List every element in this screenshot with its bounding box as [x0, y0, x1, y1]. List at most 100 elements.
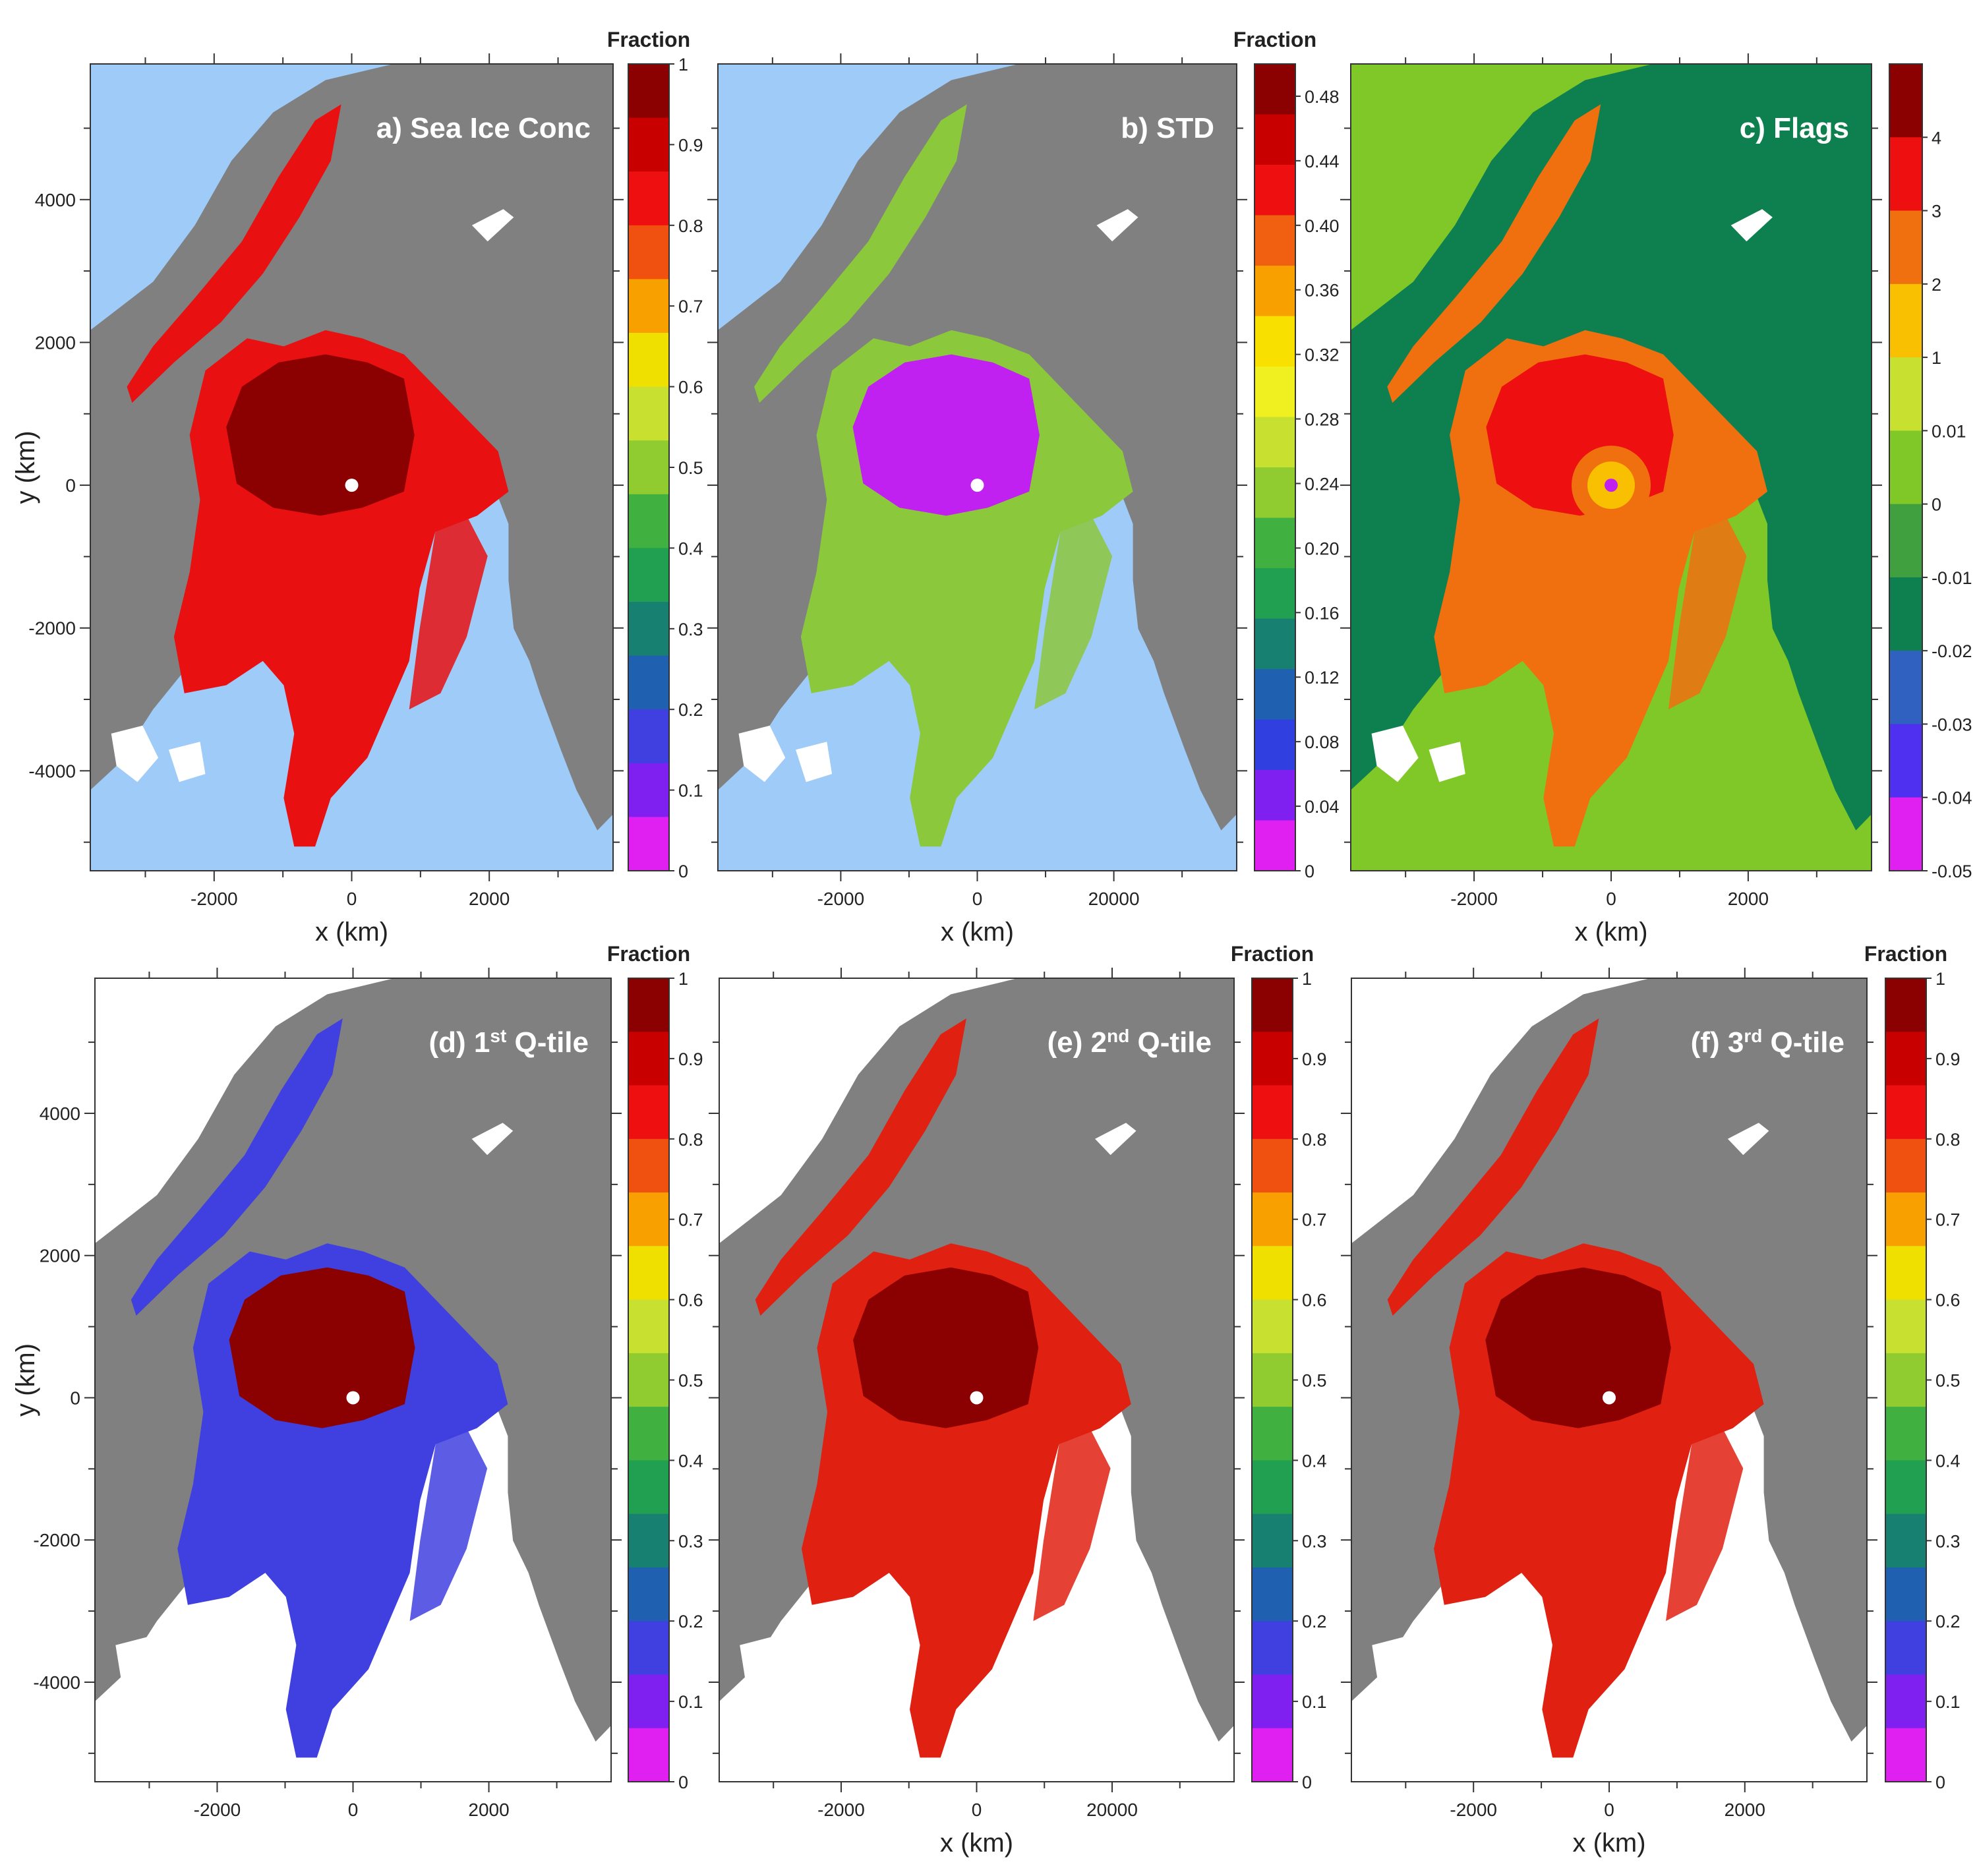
- x-axis-label: x (km): [315, 918, 388, 947]
- colorbar-swatch: [628, 117, 669, 172]
- y-tick-label: 2000: [35, 332, 76, 353]
- colorbar-tick-label: 0.1: [678, 781, 703, 801]
- colorbar-swatch: [1254, 417, 1295, 468]
- colorbar-tick-label: 0.28: [1305, 410, 1340, 430]
- colorbar-tick-label: -0.05: [1932, 862, 1972, 881]
- panel-title: c) Flags: [1740, 112, 1849, 144]
- colorbar-tick-label: 0.4: [1302, 1451, 1327, 1471]
- y-tick-label: -2000: [33, 1530, 80, 1550]
- land-area: [718, 64, 1237, 831]
- colorbar-tick-label: 0.44: [1305, 152, 1340, 171]
- colorbar-tick-label: 0.9: [678, 135, 703, 155]
- y-tick-label: 0: [65, 475, 76, 496]
- pole-hole: [345, 479, 359, 492]
- x-tick-label: 0: [972, 889, 983, 909]
- island-shape: [1095, 1123, 1136, 1156]
- colorbar-swatch: [1254, 64, 1295, 115]
- colorbar-swatch: [628, 1513, 669, 1568]
- map-area: [718, 64, 1237, 871]
- colorbar-tick-label: 0.5: [678, 458, 703, 478]
- colorbar-swatch: [1885, 1407, 1926, 1461]
- colorbar-swatch: [1252, 1353, 1293, 1407]
- colorbar-swatch: [1885, 1567, 1926, 1622]
- x-tick-label: -2000: [817, 1800, 865, 1820]
- colorbar-tick-label: 0.7: [1935, 1210, 1961, 1230]
- colorbar-swatch: [1885, 1621, 1926, 1675]
- colorbar-swatch: [1889, 724, 1922, 798]
- colorbar-swatch: [1885, 1246, 1926, 1301]
- colorbar-swatch: [1254, 820, 1295, 871]
- colorbar-swatch: [628, 548, 669, 602]
- east-ice-region: [1034, 515, 1113, 710]
- colorbar-swatch: [1885, 1299, 1926, 1354]
- y-tick-label: -4000: [33, 1672, 80, 1693]
- island-shape: [471, 209, 514, 242]
- colorbar-tick-label: 0.48: [1305, 87, 1340, 107]
- x-tick-label: 20000: [1088, 889, 1140, 909]
- colorbar-tick-label: 0.08: [1305, 732, 1340, 752]
- colorbar-swatch: [1252, 1621, 1293, 1675]
- colorbar-tick-label: 0.2: [678, 1612, 703, 1631]
- colorbar-swatch: [1889, 577, 1922, 651]
- colorbar-tick-label: 0.1: [1302, 1692, 1327, 1712]
- east-ice-region: [409, 1428, 488, 1622]
- colorbar-swatch: [1885, 978, 1926, 1032]
- colorbar-tick-label: 0.8: [678, 216, 703, 236]
- colorbar-frame: [1254, 63, 1296, 871]
- x-axis-label: x (km): [941, 918, 1014, 947]
- colorbar-tick-label: 1: [1302, 969, 1312, 989]
- colorbar-swatch: [1889, 210, 1922, 285]
- y-tick-label: 4000: [35, 190, 76, 210]
- x-axis-label: x (km): [940, 1829, 1013, 1858]
- colorbar-tick-label: 0.12: [1305, 668, 1340, 688]
- colorbar-tick-label: 0.2: [1935, 1612, 1961, 1631]
- y-axis-label: y (km): [11, 1343, 40, 1417]
- panel-f: -2000 0 2000 x (km) (f) 3rd Q-tile 1 0.9 0.8 0.7…: [1341, 942, 1961, 1858]
- colorbar-swatch: [628, 817, 669, 871]
- island-shape: [740, 1637, 786, 1693]
- y-tick-label: 0: [70, 1388, 80, 1408]
- colorbar-title: Fraction: [607, 28, 690, 51]
- y-tick-label: -4000: [28, 761, 76, 781]
- panel-title: (e) 2nd Q-tile: [1048, 1026, 1212, 1059]
- colorbar-tick-label: 0.2: [1302, 1612, 1327, 1631]
- colorbar-swatch: [628, 1246, 669, 1301]
- y-tick-label: 2000: [40, 1246, 80, 1266]
- colorbar-tick-label: 0.7: [678, 297, 703, 316]
- colorbar-swatch: [1889, 651, 1922, 724]
- colorbar-title: Fraction: [1233, 28, 1316, 51]
- colorbar-tick-label: 0: [678, 862, 688, 881]
- colorbar: 1 0.9 0.8 0.7 0.6 0.5 0.4 0.3 0.2 0.1 0 Fraction: [607, 28, 703, 881]
- island-shape: [471, 1123, 514, 1156]
- island-shape: [1372, 1637, 1419, 1693]
- x-tick-label: 2000: [1728, 889, 1769, 909]
- pole-hole: [346, 1391, 360, 1405]
- x-tick-label: -2000: [194, 1800, 241, 1820]
- colorbar-tick-label: 0.32: [1305, 345, 1340, 365]
- colorbar-tick-label: 0.7: [1302, 1210, 1327, 1230]
- colorbar-swatch: [1889, 357, 1922, 431]
- colorbar-tick-label: 0.16: [1305, 603, 1340, 623]
- colorbar-tick-label: 0.3: [678, 620, 703, 639]
- east-ice-region: [1033, 1428, 1111, 1622]
- colorbar-tick-label: 1: [1932, 348, 1941, 368]
- colorbar-swatch: [628, 763, 669, 817]
- colorbar-swatch: [628, 1085, 669, 1140]
- colorbar-swatch: [1889, 504, 1922, 578]
- panel-title: a) Sea Ice Conc: [376, 112, 591, 144]
- colorbar-frame: [1889, 63, 1923, 871]
- colorbar-swatch: [1885, 1353, 1926, 1407]
- colorbar-swatch: [1252, 1460, 1293, 1515]
- colorbar-swatch: [1252, 1728, 1293, 1782]
- colorbar-tick-label: 0: [1302, 1773, 1312, 1792]
- island-shape: [1371, 725, 1419, 782]
- colorbar-swatch: [1254, 618, 1295, 670]
- colorbar-tick-label: 0.1: [1935, 1692, 1961, 1712]
- island-shape: [111, 725, 159, 782]
- east-ice-region: [1668, 515, 1747, 710]
- colorbar-swatch: [628, 225, 669, 279]
- colorbar-swatch: [1252, 1513, 1293, 1568]
- colorbar-tick-label: 0.6: [678, 1291, 703, 1310]
- colorbar-swatch: [628, 709, 669, 764]
